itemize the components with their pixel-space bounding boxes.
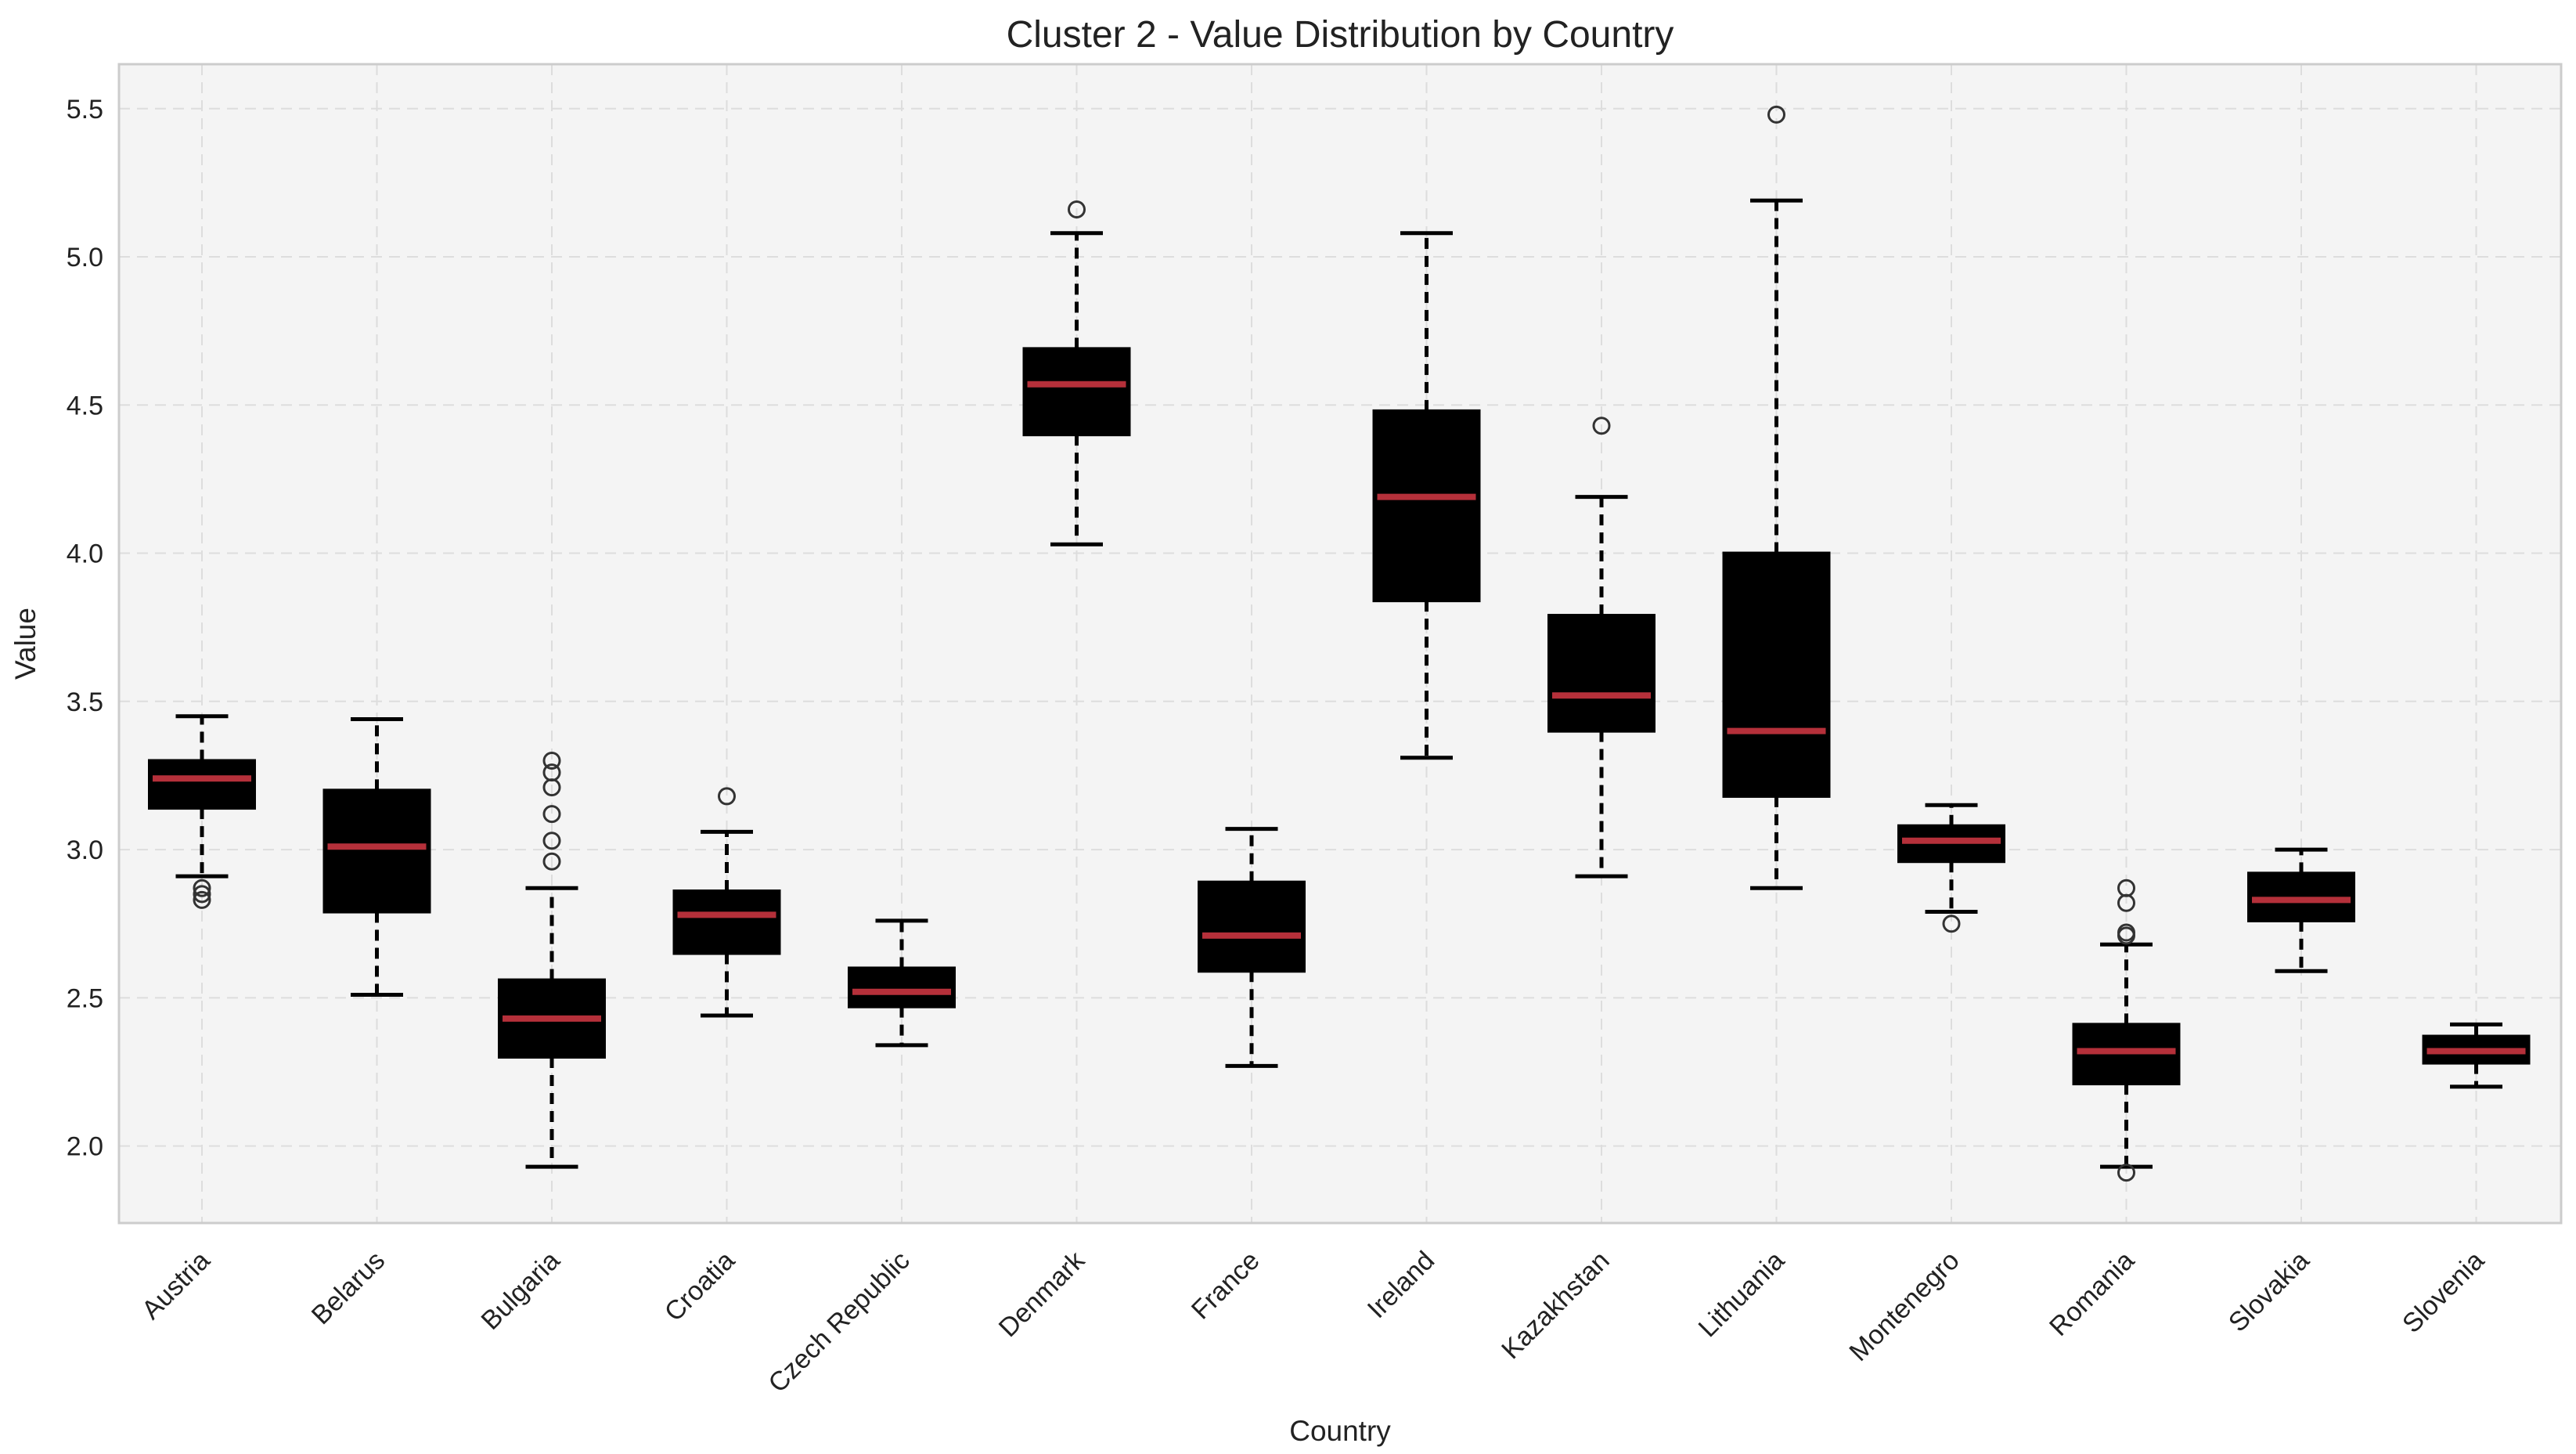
y-tick-label: 4.0 xyxy=(67,539,103,569)
outlier-point xyxy=(2117,1164,2135,1182)
box-croatia xyxy=(672,787,781,1018)
outlier-point xyxy=(542,805,561,824)
box-slovakia xyxy=(2247,847,2355,973)
box-montenegro xyxy=(1897,803,2005,933)
y-tick-label: 5.0 xyxy=(67,243,103,272)
outlier-point xyxy=(2117,923,2135,942)
y-axis-ticks: 2.0 2.5 3.0 3.5 4.0 4.5 5.0 5.5 xyxy=(67,95,103,1162)
iqr-box xyxy=(1547,614,1655,733)
box-ireland xyxy=(1372,231,1481,760)
box-series xyxy=(148,105,2531,1182)
y-tick-label: 3.5 xyxy=(67,687,103,717)
outlier-point xyxy=(542,852,561,871)
y-tick-label: 4.5 xyxy=(67,391,103,420)
box-lithuania xyxy=(1722,105,1831,890)
outlier-point xyxy=(193,890,211,909)
iqr-box xyxy=(1722,551,1831,798)
outlier-point xyxy=(2117,879,2135,897)
iqr-box xyxy=(672,889,781,955)
outlier-point xyxy=(1942,915,1961,933)
iqr-box xyxy=(1022,347,1131,437)
box-bulgaria xyxy=(498,752,606,1169)
y-tick-label: 3.0 xyxy=(67,835,103,865)
y-tick-label: 5.5 xyxy=(67,95,103,124)
iqr-box xyxy=(1372,409,1481,603)
outlier-point xyxy=(718,787,736,806)
y-tick-label: 2.5 xyxy=(67,983,103,1013)
y-axis-label: Value xyxy=(9,608,41,680)
iqr-box xyxy=(322,788,431,914)
chart-title: Cluster 2 - Value Distribution by Countr… xyxy=(1007,14,1674,56)
outlier-point xyxy=(1068,200,1086,218)
outlier-point xyxy=(193,879,211,897)
box-slovenia xyxy=(2422,1022,2531,1089)
box-czech-republic xyxy=(848,918,956,1048)
iqr-box xyxy=(848,966,956,1008)
box-belarus xyxy=(322,717,431,998)
plot-frame xyxy=(117,63,2563,1225)
box-france xyxy=(1198,827,1306,1068)
outlier-point xyxy=(1767,105,1785,124)
outlier-point xyxy=(542,752,561,770)
outlier-point xyxy=(542,763,561,782)
outlier-point xyxy=(193,885,211,904)
box-kazakhstan xyxy=(1547,417,1655,879)
plot-area xyxy=(119,64,2561,1223)
iqr-box xyxy=(1198,880,1306,973)
box-romania xyxy=(2072,879,2181,1182)
y-tick-label: 2.0 xyxy=(67,1132,103,1162)
outlier-point xyxy=(1592,417,1611,435)
box-austria xyxy=(148,714,256,909)
box-denmark xyxy=(1022,200,1131,547)
x-axis-label: Country xyxy=(1289,1415,1391,1447)
outlier-point xyxy=(542,832,561,850)
iqr-box xyxy=(148,759,256,810)
